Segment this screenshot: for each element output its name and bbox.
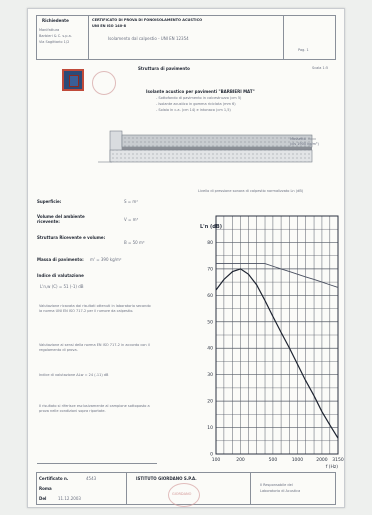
y-tick-label: 50 xyxy=(207,319,213,325)
final-note: Il risultato si riferisce esclusivamente… xyxy=(39,404,150,413)
stamp-text: GIORDANO xyxy=(172,492,192,496)
field-surface-value: S = m² xyxy=(124,199,138,204)
series-line-1 xyxy=(215,268,339,439)
description-line-2: - Sottofondo di pavimento in calcestruzz… xyxy=(156,96,242,100)
y-tick-label: 0 xyxy=(210,452,213,458)
signature-rule xyxy=(37,463,157,464)
y-tick-label: 10 xyxy=(207,425,213,431)
header-subtitle: Isolamento dal calpestio - UNI EN 12354 xyxy=(108,36,189,41)
header-left-rule xyxy=(36,15,37,59)
x-tick-label: 3150 xyxy=(332,457,344,463)
field-surface-label: Superficie: xyxy=(37,199,62,204)
x-tick-label: 1000 xyxy=(292,457,304,463)
lab-logo xyxy=(62,69,84,91)
description-line-4: - Solaio in c.a. (cm 14) e intonaco (cm … xyxy=(156,108,231,112)
field-receiver-value: B = 50 m³ xyxy=(124,240,145,245)
field-receiver-label: Struttura Ricevente e volume: xyxy=(37,235,106,240)
header-top-rule xyxy=(36,15,336,16)
description-line-1: Isolante acustico per pavimenti "BARBIER… xyxy=(146,89,255,94)
plot-frame xyxy=(215,215,339,455)
diagram-label-2: (cls 1900 kg/m³) xyxy=(290,142,319,146)
index-value: L'n,w (C) = 51 (-1) dB xyxy=(40,284,84,289)
section-title: Struttura di pavimento xyxy=(138,66,190,71)
note-2: Valutazione ai sensi della norma EN ISO … xyxy=(39,343,150,352)
field-volume-value: V = m³ xyxy=(124,217,139,222)
note-3: Indice di valutazione ΔLw = 24 (-11) dB xyxy=(39,373,109,377)
cert-value: 4543 xyxy=(86,476,97,481)
floor-section-diagram xyxy=(98,130,316,163)
date-value: 11.12.2003 xyxy=(58,496,81,501)
signature-line-2: Laboratorio di Acustica xyxy=(260,489,301,493)
date-value-label: Del xyxy=(39,496,47,501)
company-line-1: Manifattura xyxy=(39,28,60,32)
date-label: Roma xyxy=(39,486,52,491)
index-title: Indice di valutazione xyxy=(37,273,84,278)
x-tick-label: 2000 xyxy=(316,457,328,463)
header-title-1: CERTIFICATO DI PROVA DI FONOISOLAMENTO A… xyxy=(92,18,203,22)
company-label: Richiedente xyxy=(42,18,69,23)
series-line-2 xyxy=(216,263,339,288)
company-line-2: Barbieri & C. s.p.a. xyxy=(39,34,72,38)
footer-right-rule xyxy=(335,472,336,504)
field-mass-label: Massa di pavimento: xyxy=(37,257,84,262)
page-label: Pag. 1 xyxy=(298,48,309,52)
cert-label: Certificato n. xyxy=(39,476,69,481)
x-axis-label: f (Hz) xyxy=(326,464,339,469)
footer-top-rule xyxy=(36,472,336,473)
certificate-sheet: Richiedente Manifattura Barbieri & C. s.… xyxy=(27,8,345,508)
y-tick-label: 30 xyxy=(207,372,213,378)
footer-stamp: GIORDANO xyxy=(168,483,200,507)
x-tick-label: 500 xyxy=(269,457,278,463)
header-right-rule xyxy=(335,15,336,59)
y-axis-label: L'n (dB) xyxy=(200,224,222,230)
lab-name: ISTITUTO GIORDANO S.P.A. xyxy=(136,476,197,481)
y-tick-label: 80 xyxy=(207,240,213,246)
note-1: Valutazione ricavata dai risultati otten… xyxy=(39,304,151,313)
description-line-3: - Isolante acustico in gomma riciclata (… xyxy=(156,102,236,106)
x-tick-label: 200 xyxy=(236,457,245,463)
field-mass-value: m' = 390 kg/m² xyxy=(90,257,122,262)
y-tick-label: 40 xyxy=(207,346,213,352)
header-divider-2 xyxy=(283,15,284,59)
round-stamp xyxy=(92,71,116,95)
header-title-2: UNI EN ISO 140-8 xyxy=(92,24,127,28)
y-tick-label: 60 xyxy=(207,293,213,299)
x-tick-label: 100 xyxy=(212,457,221,463)
signature-line-1: Il Responsabile del xyxy=(260,483,293,487)
chart-caption: Livello di pressione sonora di calpestio… xyxy=(198,189,304,193)
scale-label: Scala 1:5 xyxy=(312,66,329,70)
header-bottom-rule xyxy=(36,59,336,60)
company-line-3: Via Sagittario 1/2 xyxy=(39,40,70,44)
footer-divider-2 xyxy=(250,472,251,504)
diagram-label-1: Massetto xyxy=(290,137,306,141)
header-divider-1 xyxy=(88,15,89,59)
footer-left-rule xyxy=(36,472,37,504)
y-tick-label: 20 xyxy=(207,399,213,405)
field-volume-label: Volume del ambiente ricevente: xyxy=(37,214,85,224)
footer-divider-1 xyxy=(126,472,127,504)
y-tick-label: 70 xyxy=(207,266,213,272)
